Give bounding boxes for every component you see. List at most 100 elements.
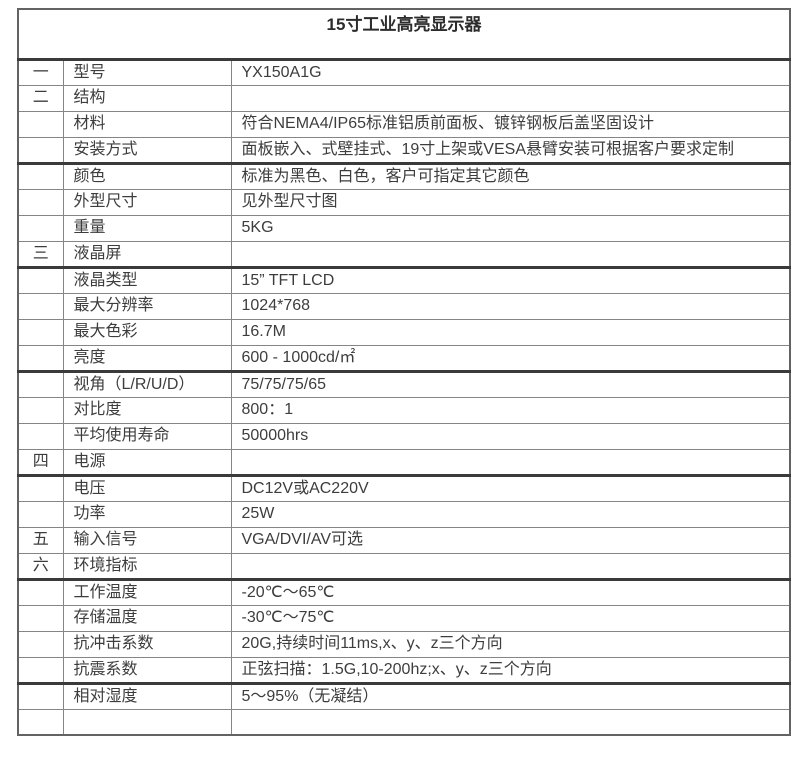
- table-row: 平均使用寿命 50000hrs: [17, 422, 791, 450]
- row-value-cell: -20℃～65℃: [230, 578, 791, 606]
- row-label-cell: 重量: [62, 214, 232, 242]
- row-label-cell: 环境指标: [62, 552, 232, 581]
- row-number-cell: 四: [17, 448, 64, 477]
- row-label-cell: 电源: [62, 448, 232, 477]
- table-row: 材料 符合NEMA4/IP65标准铝质前面板、镀锌钢板后盖坚固设计: [17, 110, 791, 138]
- table-row: 最大分辨率 1024*768: [17, 292, 791, 320]
- table-row: 液晶类型 15” TFT LCD: [17, 266, 791, 294]
- table-row: 功率 25W: [17, 500, 791, 528]
- row-label-cell: 最大色彩: [62, 318, 232, 346]
- row-number-cell: [17, 500, 64, 528]
- row-number-cell: 一: [17, 58, 64, 86]
- row-label-cell: 型号: [62, 58, 232, 86]
- row-value-cell: 16.7M: [230, 318, 791, 346]
- row-number-cell: [17, 578, 64, 606]
- row-value-cell: 50000hrs: [230, 422, 791, 450]
- table-row: 相对湿度 5～95%（无凝结）: [17, 682, 791, 710]
- row-number-cell: [17, 162, 64, 190]
- row-number-cell: [17, 604, 64, 632]
- row-value-cell: [230, 84, 791, 112]
- row-value-cell: 5～95%（无凝结）: [230, 682, 791, 710]
- page-title: 15寸工业高亮显示器: [17, 8, 791, 61]
- row-label-cell: 电压: [62, 474, 232, 502]
- row-value-cell: [230, 240, 791, 269]
- row-value-cell: 标准为黑色、白色，客户可指定其它颜色: [230, 162, 791, 190]
- row-label-cell: 最大分辨率: [62, 292, 232, 320]
- row-number-cell: 六: [17, 552, 64, 581]
- spec-table-body: 15寸工业高亮显示器 一型号 YX150A1G 二结构 材料 符合NEMA4/IP65标…: [17, 8, 791, 736]
- row-label-cell: 安装方式: [62, 136, 232, 165]
- row-label-cell: 抗震系数: [62, 656, 232, 685]
- row-number-cell: [17, 630, 64, 658]
- row-number-cell: [17, 370, 64, 398]
- row-label-cell: 外型尺寸: [62, 188, 232, 216]
- table-row: 重量 5KG: [17, 214, 791, 242]
- row-label-cell: 相对湿度: [62, 682, 232, 710]
- row-number-cell: [17, 422, 64, 450]
- title-row: 15寸工业高亮显示器: [17, 8, 791, 61]
- row-number-cell: 二: [17, 84, 64, 112]
- row-number-cell: [17, 656, 64, 685]
- row-label-cell: 功率: [62, 500, 232, 528]
- row-value-cell: 600 - 1000cd/㎡: [230, 344, 791, 373]
- row-value-cell: 面板嵌入、式壁挂式、19寸上架或VESA悬臂安装可根据客户要求定制: [230, 136, 791, 165]
- table-row: 存储温度 -30℃～75℃: [17, 604, 791, 632]
- row-value-cell: 25W: [230, 500, 791, 528]
- row-value-cell: 符合NEMA4/IP65标准铝质前面板、镀锌钢板后盖坚固设计: [230, 110, 791, 138]
- spec-table: 15寸工业高亮显示器 一型号 YX150A1G 二结构 材料 符合NEMA4/IP65标…: [17, 8, 791, 736]
- row-value-cell: 800：1: [230, 396, 791, 424]
- row-value-cell: [230, 448, 791, 477]
- table-row: 最大色彩 16.7M: [17, 318, 791, 346]
- row-label-cell: [62, 708, 232, 736]
- row-label-cell: 平均使用寿命: [62, 422, 232, 450]
- row-number-cell: 三: [17, 240, 64, 269]
- table-row: 工作温度 -20℃～65℃: [17, 578, 791, 606]
- table-row: 二结构: [17, 84, 791, 112]
- table-row: 亮度 600 - 1000cd/㎡: [17, 344, 791, 373]
- table-row: 颜色 标准为黑色、白色，客户可指定其它颜色: [17, 162, 791, 190]
- table-row: 抗震系数 正弦扫描：1.5G,10-200hz;x、y、z三个方向: [17, 656, 791, 685]
- row-value-cell: 15” TFT LCD: [230, 266, 791, 294]
- row-number-cell: [17, 474, 64, 502]
- table-row: 安装方式 面板嵌入、式壁挂式、19寸上架或VESA悬臂安装可根据客户要求定制: [17, 136, 791, 165]
- row-number-cell: [17, 344, 64, 373]
- row-value-cell: [230, 708, 791, 736]
- row-label-cell: 对比度: [62, 396, 232, 424]
- row-number-cell: [17, 266, 64, 294]
- row-label-cell: 视角（L/R/U/D）: [62, 370, 232, 398]
- row-value-cell: YX150A1G: [230, 58, 791, 86]
- row-value-cell: 正弦扫描：1.5G,10-200hz;x、y、z三个方向: [230, 656, 791, 685]
- row-label-cell: 颜色: [62, 162, 232, 190]
- row-number-cell: [17, 110, 64, 138]
- table-row: 六环境指标: [17, 552, 791, 581]
- row-number-cell: [17, 318, 64, 346]
- row-value-cell: [230, 552, 791, 581]
- row-number-cell: [17, 708, 64, 736]
- row-number-cell: 五: [17, 526, 64, 554]
- row-label-cell: 存储温度: [62, 604, 232, 632]
- table-row: 电压 DC12V或AC220V: [17, 474, 791, 502]
- row-label-cell: 抗冲击系数: [62, 630, 232, 658]
- row-number-cell: [17, 396, 64, 424]
- row-value-cell: 75/75/75/65: [230, 370, 791, 398]
- table-row: 视角（L/R/U/D） 75/75/75/65: [17, 370, 791, 398]
- row-label-cell: 输入信号: [62, 526, 232, 554]
- table-row: 抗冲击系数 20G,持续时间11ms,x、y、z三个方向: [17, 630, 791, 658]
- row-value-cell: 5KG: [230, 214, 791, 242]
- table-row: 一型号 YX150A1G: [17, 58, 791, 86]
- row-number-cell: [17, 682, 64, 710]
- row-label-cell: 结构: [62, 84, 232, 112]
- row-label-cell: 亮度: [62, 344, 232, 373]
- table-row: 三液晶屏: [17, 240, 791, 269]
- row-label-cell: 工作温度: [62, 578, 232, 606]
- row-number-cell: [17, 136, 64, 165]
- row-label-cell: 液晶屏: [62, 240, 232, 269]
- row-value-cell: 20G,持续时间11ms,x、y、z三个方向: [230, 630, 791, 658]
- row-label-cell: 液晶类型: [62, 266, 232, 294]
- row-number-cell: [17, 188, 64, 216]
- table-row: 四电源: [17, 448, 791, 477]
- table-row: 五输入信号 VGA/DVI/AV可选: [17, 526, 791, 554]
- row-value-cell: 见外型尺寸图: [230, 188, 791, 216]
- row-label-cell: 材料: [62, 110, 232, 138]
